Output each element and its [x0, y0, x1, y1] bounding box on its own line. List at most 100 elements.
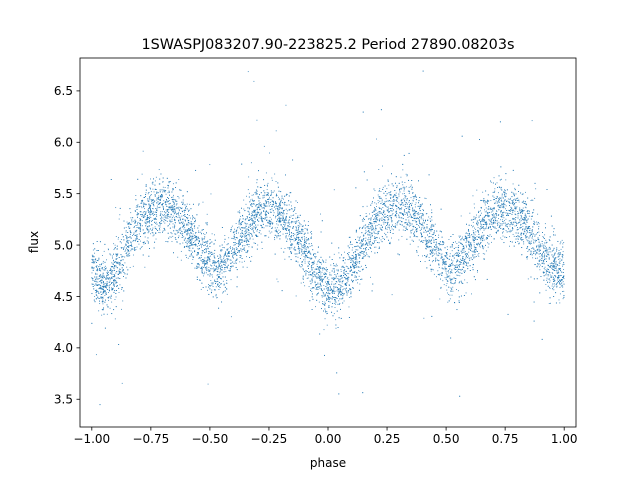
data-point	[483, 220, 485, 222]
data-point	[226, 244, 228, 246]
data-point	[244, 210, 246, 212]
data-point	[242, 244, 244, 246]
data-point	[484, 253, 486, 255]
data-point	[349, 243, 351, 245]
data-point	[197, 252, 199, 254]
data-point	[412, 207, 414, 209]
data-point	[124, 246, 126, 248]
data-point	[395, 227, 397, 229]
data-point	[268, 230, 270, 232]
data-point	[412, 199, 414, 201]
data-point	[374, 232, 376, 234]
data-point	[206, 213, 208, 215]
data-point	[303, 246, 305, 248]
data-point	[307, 247, 309, 249]
data-point	[383, 211, 385, 212]
data-point	[423, 317, 425, 319]
data-point	[106, 313, 108, 315]
data-point	[213, 260, 215, 262]
data-point	[292, 214, 294, 216]
scatter-points	[91, 70, 565, 406]
data-point	[410, 197, 412, 199]
data-point	[534, 197, 536, 199]
data-point	[132, 254, 134, 256]
data-point	[271, 177, 273, 179]
data-point	[333, 296, 335, 298]
data-point	[554, 285, 556, 287]
data-point	[479, 243, 481, 245]
data-point	[321, 296, 323, 298]
data-point	[473, 203, 475, 205]
data-point	[194, 267, 196, 269]
data-point	[301, 254, 303, 256]
data-point	[518, 201, 520, 203]
data-point	[125, 237, 127, 238]
data-point	[528, 215, 530, 217]
data-point	[173, 213, 175, 215]
data-point	[556, 247, 558, 249]
data-point	[340, 275, 341, 277]
data-point	[526, 246, 528, 248]
data-point	[303, 269, 305, 271]
data-point	[226, 248, 228, 250]
data-point	[426, 231, 428, 232]
data-point	[232, 232, 234, 234]
data-point	[162, 230, 164, 232]
data-point	[175, 199, 177, 201]
data-point	[152, 208, 154, 210]
data-point	[409, 191, 411, 193]
data-point	[297, 215, 299, 217]
data-point	[465, 292, 467, 294]
data-point	[559, 283, 561, 285]
data-point	[173, 202, 175, 204]
data-point	[531, 242, 532, 244]
data-point	[248, 214, 250, 216]
data-point	[467, 265, 469, 267]
data-point	[382, 237, 384, 239]
data-point	[147, 217, 149, 219]
data-point	[411, 204, 412, 206]
data-point	[221, 261, 223, 263]
data-point	[194, 240, 196, 242]
data-point	[314, 280, 316, 282]
data-point	[328, 281, 330, 283]
data-point	[346, 272, 348, 274]
data-point	[425, 245, 427, 247]
data-point	[155, 238, 157, 240]
data-point	[468, 237, 470, 238]
data-point	[356, 265, 358, 267]
data-point	[456, 264, 458, 266]
data-point	[432, 225, 433, 227]
data-point	[218, 264, 220, 266]
data-point	[193, 237, 195, 239]
data-point	[409, 209, 410, 211]
data-point	[240, 215, 241, 217]
data-point	[190, 244, 191, 246]
data-point	[120, 239, 122, 240]
data-point	[299, 232, 301, 234]
data-point	[465, 257, 467, 259]
data-point	[167, 217, 169, 219]
data-point	[494, 226, 496, 228]
data-point	[96, 265, 98, 267]
data-point	[173, 207, 175, 209]
data-point	[408, 201, 410, 203]
data-point	[425, 231, 427, 233]
data-point	[187, 217, 189, 219]
data-point	[366, 241, 367, 243]
data-point	[190, 250, 192, 252]
data-point	[300, 243, 302, 245]
data-point	[115, 279, 117, 281]
data-point	[335, 274, 337, 276]
data-point	[389, 228, 391, 230]
data-point	[296, 241, 298, 243]
data-point	[340, 285, 342, 287]
data-point	[200, 279, 201, 281]
data-point	[102, 277, 104, 279]
data-point	[106, 259, 108, 261]
data-point	[367, 242, 369, 244]
data-point	[390, 194, 392, 196]
data-point	[319, 267, 321, 269]
data-point	[466, 232, 467, 234]
data-point	[520, 220, 522, 222]
